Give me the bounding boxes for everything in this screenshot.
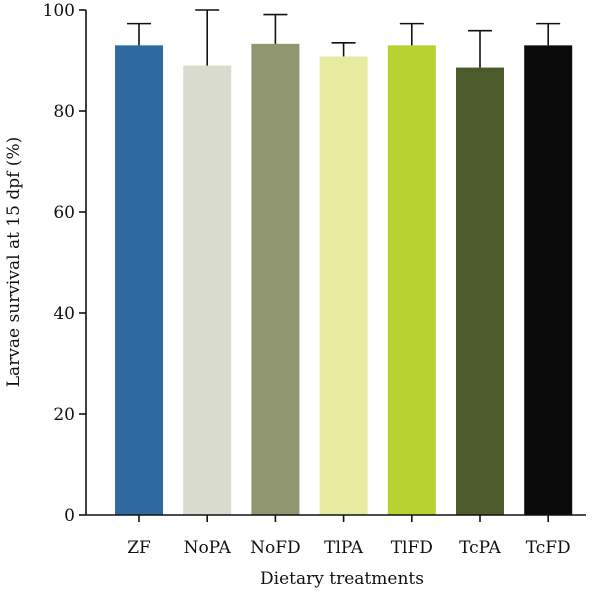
error-bars-group (127, 9, 561, 68)
bar-tcpa (456, 67, 504, 515)
bar-zf (115, 45, 163, 515)
bar-nopa (183, 65, 232, 516)
x-tick-label: NoPA (184, 538, 232, 558)
bar-tlfd (387, 45, 436, 515)
x-tick-label: NoFD (250, 538, 301, 558)
bar-tcfd (524, 45, 573, 515)
x-tick-label: ZF (127, 538, 151, 558)
y-tick-label: 60 (53, 203, 75, 223)
y-tick-label: 40 (53, 304, 75, 324)
bar-nofd (251, 43, 300, 516)
x-tick-label: TcPA (459, 538, 501, 558)
y-ticks-group: 0 20 40 60 80 100 (43, 1, 86, 526)
y-axis-title: Larvae survival at 15 dpf (%) (4, 137, 24, 387)
x-tick-label: TlFD (391, 538, 433, 558)
y-tick-label: 80 (53, 102, 75, 122)
y-tick-label: 100 (43, 1, 75, 21)
x-ticks-group: ZF NoPA NoFD TlPA TlFD TcPA TcFD (127, 515, 571, 558)
bar-tlpa (319, 56, 368, 516)
x-tick-label: TlPA (324, 538, 364, 558)
x-tick-label: TcFD (526, 538, 571, 558)
x-axis-title: Dietary treatments (260, 569, 424, 589)
y-tick-label: 20 (53, 405, 75, 425)
bars-group (115, 43, 573, 516)
y-tick-label: 0 (64, 506, 75, 526)
